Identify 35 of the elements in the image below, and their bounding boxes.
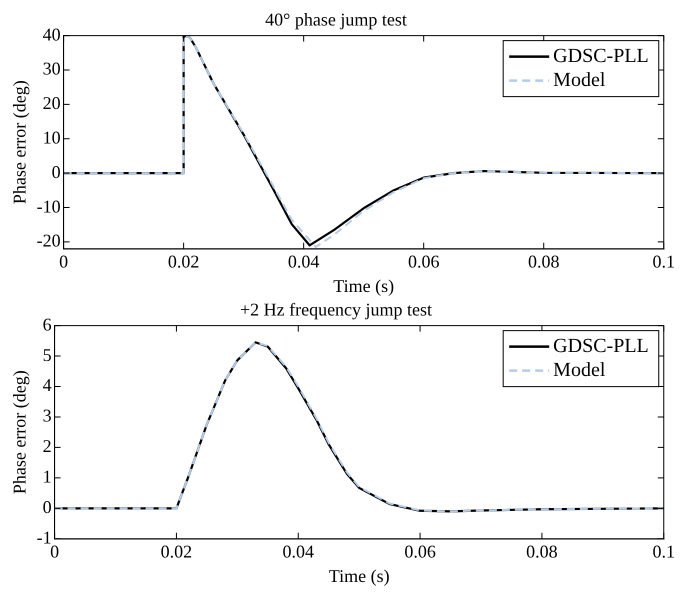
x-tick-label: 0.06: [408, 251, 440, 272]
y-tick-label: 30: [42, 58, 61, 79]
y-tick-label: 40: [42, 24, 61, 44]
y-tick-label: 20: [42, 93, 61, 114]
legend-label: Model: [553, 358, 606, 381]
x-tick-label: 0.02: [168, 251, 200, 272]
y-tick-label: 0: [42, 497, 52, 518]
y-axis-title: Phase error (deg): [10, 80, 30, 204]
y-tick-label: -20: [36, 230, 61, 251]
y-tick-label: 3: [42, 406, 52, 426]
x-tick-label: 0.06: [404, 541, 436, 562]
chart-title: +2 Hz frequency jump test: [240, 300, 432, 320]
y-tick-label: 2: [42, 436, 52, 456]
y-tick-label: 0: [52, 162, 61, 182]
y-tick-label: 10: [42, 127, 61, 148]
x-tick-label: 0.1: [652, 251, 675, 272]
x-tick-label: 0.02: [160, 541, 192, 562]
x-tick-label: 0.1: [652, 541, 675, 562]
x-tick-label: 0.08: [526, 541, 558, 562]
x-axis-title: Time (s): [333, 276, 394, 296]
x-tick-label: 0.04: [282, 541, 314, 562]
y-tick-label: 6: [42, 314, 52, 334]
y-tick-label: -10: [36, 196, 61, 216]
y-tick-label: 5: [42, 344, 52, 365]
legend-label: Model: [553, 68, 606, 91]
y-tick-label: 4: [42, 375, 52, 396]
legend-label: GDSC-PLL: [553, 334, 649, 357]
y-axis-title: Phase error (deg): [10, 370, 30, 494]
legend-label: GDSC-PLL: [553, 44, 649, 67]
x-tick-label: 0.08: [528, 251, 560, 272]
x-axis-title: Time (s): [328, 566, 390, 586]
y-tick-label: 1: [42, 466, 52, 487]
x-tick-label: 0.04: [288, 251, 320, 272]
chart-title: 40° phase jump test: [265, 10, 407, 30]
y-tick-label: -1: [36, 528, 52, 548]
